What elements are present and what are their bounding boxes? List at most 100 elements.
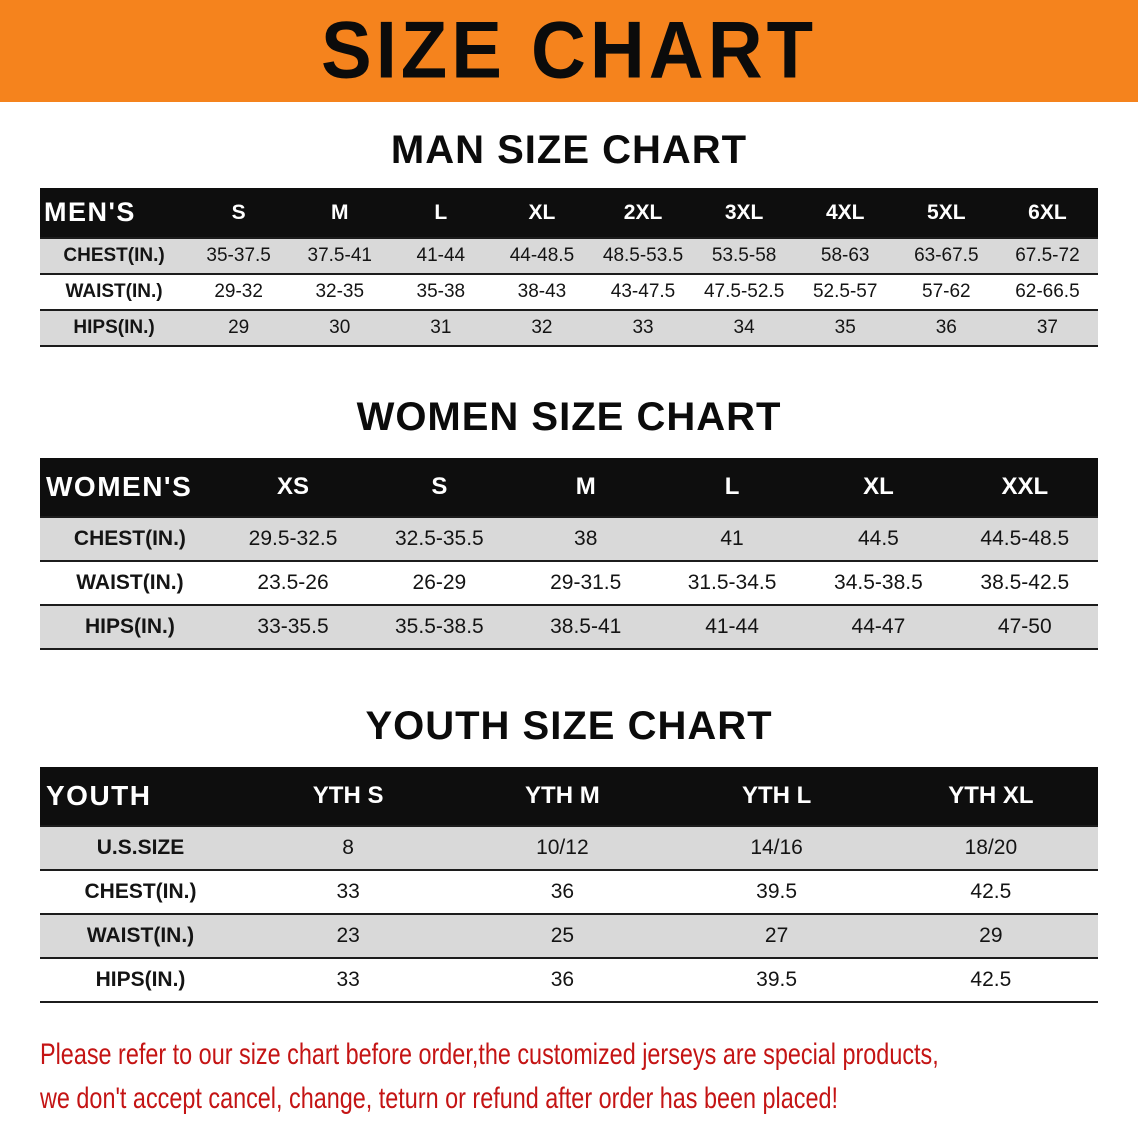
men-size-table: MEN'S S M L XL 2XL 3XL 4XL 5XL 6XL CHEST(IN.) 35-37… [40,188,1098,347]
disclaimer-line-2: we don't accept cancel, change, teturn o… [40,1081,838,1115]
row-label: HIPS(IN.) [40,309,189,347]
table-row: WAIST(IN.) 23.5-26 26-29 29-31.5 31.5-34.5 34… [40,560,1098,605]
row-label: WAIST(IN.) [40,913,242,958]
cell: 35-37.5 [188,237,290,274]
column-header: YTH M [455,767,670,826]
cell: 29 [883,913,1098,958]
cell: 38-43 [491,273,593,310]
cell: 41-44 [390,237,492,274]
cell: 26-29 [366,560,513,605]
cell: 35.5-38.5 [366,604,513,650]
cell: 35 [794,309,896,347]
row-label: HIPS(IN.) [40,957,242,1003]
cell: 42.5 [883,869,1098,914]
column-header: XL [805,458,952,517]
disclaimer-line-1: Please refer to our size chart before or… [40,1038,939,1071]
table-row: CHEST(IN.) 35-37.5 37.5-41 41-44 44-48.5 48.5… [40,237,1098,274]
banner: SIZE CHART [0,0,1138,102]
cell: 44.5-48.5 [951,516,1098,561]
cell: 44-47 [805,604,952,650]
cell: 36 [455,869,670,914]
cell: 35-38 [390,273,492,310]
cell: 8 [241,825,456,870]
cell: 33 [241,869,456,914]
column-header: YTH XL [883,767,1098,826]
youth-size-table: YOUTH YTH S YTH M YTH L YTH XL U.S.SIZE 8 10/12… [40,767,1098,1003]
cell: 36 [455,957,670,1003]
cell: 38 [512,516,659,561]
header-row: YOUTH YTH S YTH M YTH L YTH XL [40,767,1098,826]
table-row: WAIST(IN.) 29-32 32-35 35-38 38-43 43-47.5 47.… [40,273,1098,310]
cell: 30 [289,309,391,347]
cell: 53.5-58 [693,237,795,274]
cell: 31 [390,309,492,347]
cell: 34 [693,309,795,347]
cell: 39.5 [669,957,884,1003]
cell: 43-47.5 [592,273,694,310]
header-row: WOMEN'S XS S M L XL XXL [40,458,1098,517]
row-label: HIPS(IN.) [40,604,220,650]
cell: 29-31.5 [512,560,659,605]
women-corner-header: WOMEN'S [40,458,220,517]
cell: 36 [895,309,997,347]
cell: 62-66.5 [996,273,1098,310]
cell: 42.5 [883,957,1098,1003]
row-label: CHEST(IN.) [40,237,189,274]
cell: 18/20 [883,825,1098,870]
column-header: 5XL [895,188,997,238]
cell: 29-32 [188,273,290,310]
youth-size-table-container: YOUTH YTH S YTH M YTH L YTH XL U.S.SIZE 8 10/12… [40,767,1098,1003]
women-size-table: WOMEN'S XS S M L XL XXL CHEST(IN.) 29.5-32.5 32.5… [40,458,1098,650]
cell: 39.5 [669,869,884,914]
column-header: XXL [951,458,1098,517]
cell: 34.5-38.5 [805,560,952,605]
row-label: WAIST(IN.) [40,273,189,310]
cell: 52.5-57 [794,273,896,310]
women-size-table-container: WOMEN'S XS S M L XL XXL CHEST(IN.) 29.5-32.5 32.5… [40,458,1098,650]
cell: 44-48.5 [491,237,593,274]
women-section-title: WOMEN SIZE CHART [356,395,782,439]
column-header: 3XL [693,188,795,238]
column-header: YTH S [241,767,456,826]
cell: 25 [455,913,670,958]
column-header: 2XL [592,188,694,238]
table-row: HIPS(IN.) 29 30 31 32 33 34 35 36 37 [40,309,1098,347]
cell: 23.5-26 [219,560,367,605]
cell: 38.5-42.5 [951,560,1098,605]
cell: 32-35 [289,273,391,310]
table-row: HIPS(IN.) 33-35.5 35.5-38.5 38.5-41 41-44 44-… [40,604,1098,650]
column-header: XS [219,458,367,517]
column-header: M [512,458,659,517]
cell: 47.5-52.5 [693,273,795,310]
row-label: CHEST(IN.) [40,516,220,561]
cell: 38.5-41 [512,604,659,650]
cell: 63-67.5 [895,237,997,274]
cell: 23 [241,913,456,958]
cell: 27 [669,913,884,958]
column-header: S [188,188,290,238]
table-row: U.S.SIZE 8 10/12 14/16 18/20 [40,825,1098,870]
men-corner-header: MEN'S [40,188,189,238]
cell: 29 [188,309,290,347]
cell: 32.5-35.5 [366,516,513,561]
cell: 33 [241,957,456,1003]
cell: 57-62 [895,273,997,310]
column-header: L [390,188,492,238]
header-row: MEN'S S M L XL 2XL 3XL 4XL 5XL 6XL [40,188,1098,238]
banner-title: SIZE CHART [321,5,817,96]
cell: 37 [996,309,1098,347]
column-header: 4XL [794,188,896,238]
cell: 29.5-32.5 [219,516,367,561]
cell: 41-44 [658,604,806,650]
cell: 33 [592,309,694,347]
cell: 47-50 [951,604,1098,650]
men-size-table-container: MEN'S S M L XL 2XL 3XL 4XL 5XL 6XL CHEST(IN.) 35-37… [40,188,1098,347]
cell: 32 [491,309,593,347]
column-header: XL [491,188,593,238]
cell: 67.5-72 [996,237,1098,274]
youth-corner-header: YOUTH [40,767,242,826]
table-row: HIPS(IN.) 33 36 39.5 42.5 [40,957,1098,1003]
table-row: WAIST(IN.) 23 25 27 29 [40,913,1098,958]
table-row: CHEST(IN.) 29.5-32.5 32.5-35.5 38 41 44.5 44.5… [40,516,1098,561]
